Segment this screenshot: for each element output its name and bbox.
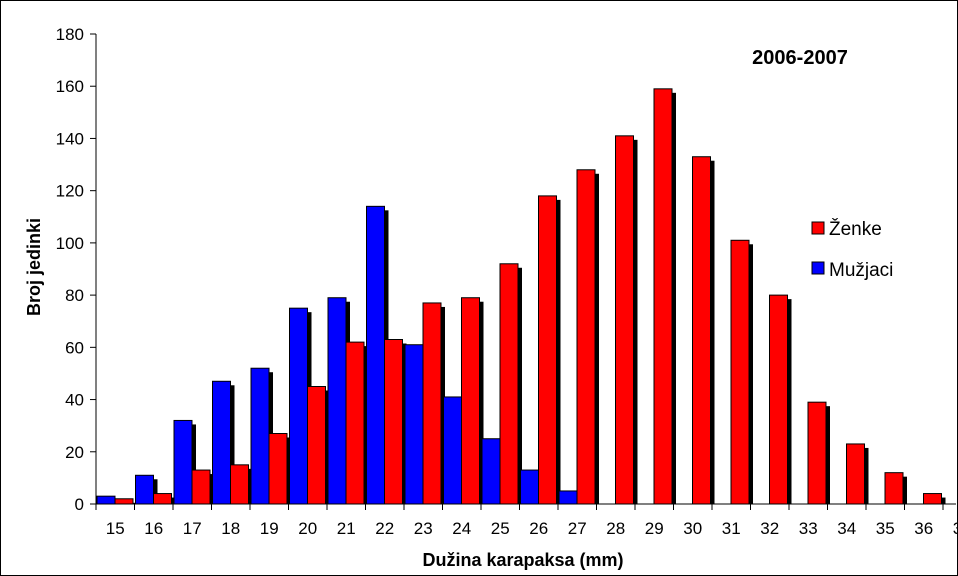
x-tick-label-17: 17 xyxy=(183,519,202,538)
x-tick-label-33: 33 xyxy=(799,519,818,538)
legend-label-zenke: Ženke xyxy=(829,218,882,240)
x-tick-label-18: 18 xyxy=(221,519,240,538)
bar-muzjaci-26 xyxy=(520,469,539,505)
bars-layer xyxy=(96,88,946,505)
y-axis-title: Broj jedinki xyxy=(24,218,44,316)
x-tick-label-22: 22 xyxy=(375,519,394,538)
y-tick-label-160: 160 xyxy=(56,77,84,96)
x-tick-label-32: 32 xyxy=(760,519,779,538)
x-tick-label-21: 21 xyxy=(337,519,356,538)
legend-swatch-muzjaci xyxy=(811,261,825,275)
y-tick-label-0: 0 xyxy=(75,495,84,514)
x-tick-label-27: 27 xyxy=(568,519,587,538)
y-tick-label-60: 60 xyxy=(65,338,84,357)
x-tick-label-37: 37 xyxy=(953,519,958,538)
x-tick-label-36: 36 xyxy=(914,519,933,538)
bar-zenke-34 xyxy=(846,443,865,505)
bar-zenke-17 xyxy=(191,469,211,505)
bar-zenke-27 xyxy=(576,169,596,505)
bar-muzjaci-15 xyxy=(96,495,116,505)
bar-muzjaci-18 xyxy=(212,380,231,505)
bar-zenke-18 xyxy=(230,464,249,505)
x-tick-label-28: 28 xyxy=(606,519,625,538)
bar-muzjaci-20 xyxy=(289,307,308,505)
legend: Ženke Mužjaci xyxy=(811,218,893,281)
x-tick-label-19: 19 xyxy=(260,519,279,538)
x-tick-label-15: 15 xyxy=(106,519,125,538)
bar-zenke-20 xyxy=(307,386,326,505)
bar-zenke-28 xyxy=(615,135,634,505)
y-tick-label-140: 140 xyxy=(56,129,84,148)
x-tick-label-30: 30 xyxy=(683,519,702,538)
legend-label-muzjaci: Mužjaci xyxy=(829,260,893,281)
bar-muzjaci-24 xyxy=(443,396,462,505)
x-tick-label-29: 29 xyxy=(645,519,664,538)
bar-muzjaci-19 xyxy=(250,367,270,505)
bar-zenke-21 xyxy=(345,341,365,505)
y-tick-label-40: 40 xyxy=(65,391,84,410)
axes-layer: 15 16 17 18 19 20 21 22 23 24 25 26 27 28 29 30 31 32 33 34… xyxy=(56,25,958,538)
bar-zenke-24 xyxy=(461,297,480,505)
bar-zenke-23 xyxy=(422,302,442,505)
bar-zenke-32 xyxy=(769,294,788,505)
x-axis-title: Dužina karapaksa (mm) xyxy=(422,550,623,570)
bar-zenke-35 xyxy=(884,472,904,505)
x-tick-label-31: 31 xyxy=(722,519,741,538)
bar-muzjaci-21 xyxy=(327,297,347,505)
bar-zenke-26 xyxy=(538,195,557,505)
y-tick-label-20: 20 xyxy=(65,443,84,462)
bar-zenke-30 xyxy=(692,156,711,505)
x-tick-label-35: 35 xyxy=(876,519,895,538)
y-tick-label-120: 120 xyxy=(56,182,84,201)
x-tick-label-23: 23 xyxy=(414,519,433,538)
bar-zenke-36 xyxy=(923,493,942,505)
bar-muzjaci-17 xyxy=(173,419,193,505)
x-tick-label-20: 20 xyxy=(298,519,317,538)
y-tick-label-80: 80 xyxy=(65,286,84,305)
x-tick-label-26: 26 xyxy=(529,519,548,538)
chart-title: 2006-2007 xyxy=(752,47,848,69)
x-tick-label-24: 24 xyxy=(452,519,471,538)
bar-zenke-16 xyxy=(153,493,172,505)
bar-zenke-33 xyxy=(807,401,827,505)
bar-muzjaci-25 xyxy=(481,438,501,505)
x-tick-label-25: 25 xyxy=(491,519,510,538)
bar-muzjaci-27 xyxy=(558,490,578,505)
bar-zenke-22 xyxy=(384,339,403,505)
bar-muzjaci-16 xyxy=(135,474,154,505)
bar-muzjaci-23 xyxy=(404,344,424,505)
legend-swatch-zenke xyxy=(811,221,825,235)
y-tick-label-100: 100 xyxy=(56,234,84,253)
bar-zenke-31 xyxy=(730,239,750,505)
bar-zenke-25 xyxy=(499,263,519,505)
bar-zenke-29 xyxy=(653,88,673,505)
bar-zenke-15 xyxy=(114,498,134,505)
x-tick-label-16: 16 xyxy=(144,519,163,538)
x-tick-label-34: 34 xyxy=(837,519,856,538)
y-tick-label-180: 180 xyxy=(56,25,84,44)
bar-muzjaci-22 xyxy=(366,205,385,505)
bar-zenke-19 xyxy=(268,433,288,505)
